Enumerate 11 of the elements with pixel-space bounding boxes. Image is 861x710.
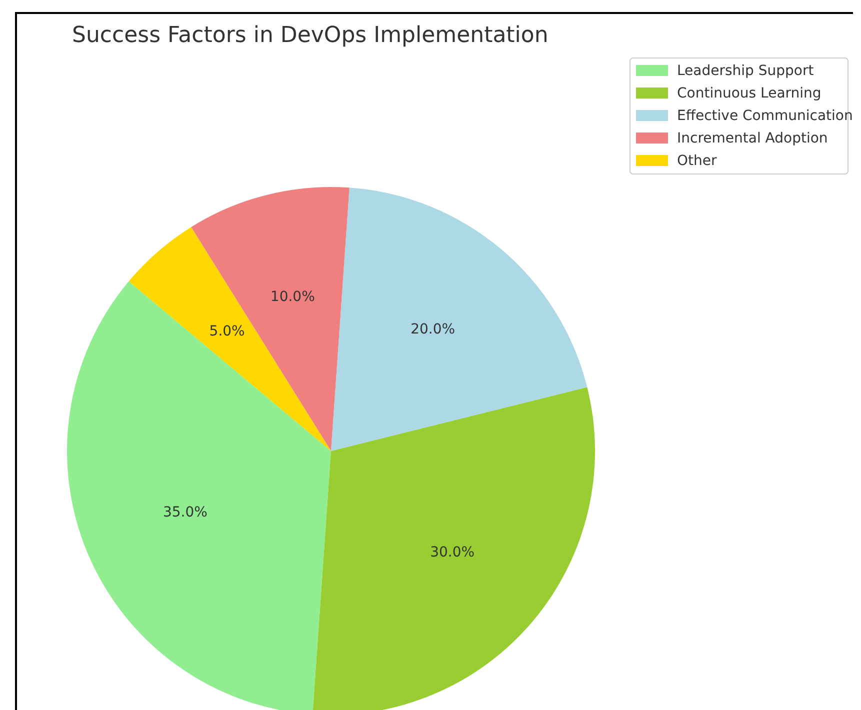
data-label: 35.0% <box>162 504 208 521</box>
data-label: 20.0% <box>410 321 456 338</box>
data-label: 5.0% <box>209 323 245 340</box>
data-label: 30.0% <box>430 544 475 561</box>
data-label: 10.0% <box>270 289 315 306</box>
legend-label: Incremental Adoption <box>677 130 828 146</box>
legend-label: Continuous Learning <box>677 85 822 102</box>
legend-label: Effective Communication <box>677 108 853 124</box>
legend-label: Other <box>677 152 717 169</box>
chart-title: Success Factors in DevOps Implementation <box>72 23 548 48</box>
legend-label: Leadership Support <box>677 62 814 79</box>
